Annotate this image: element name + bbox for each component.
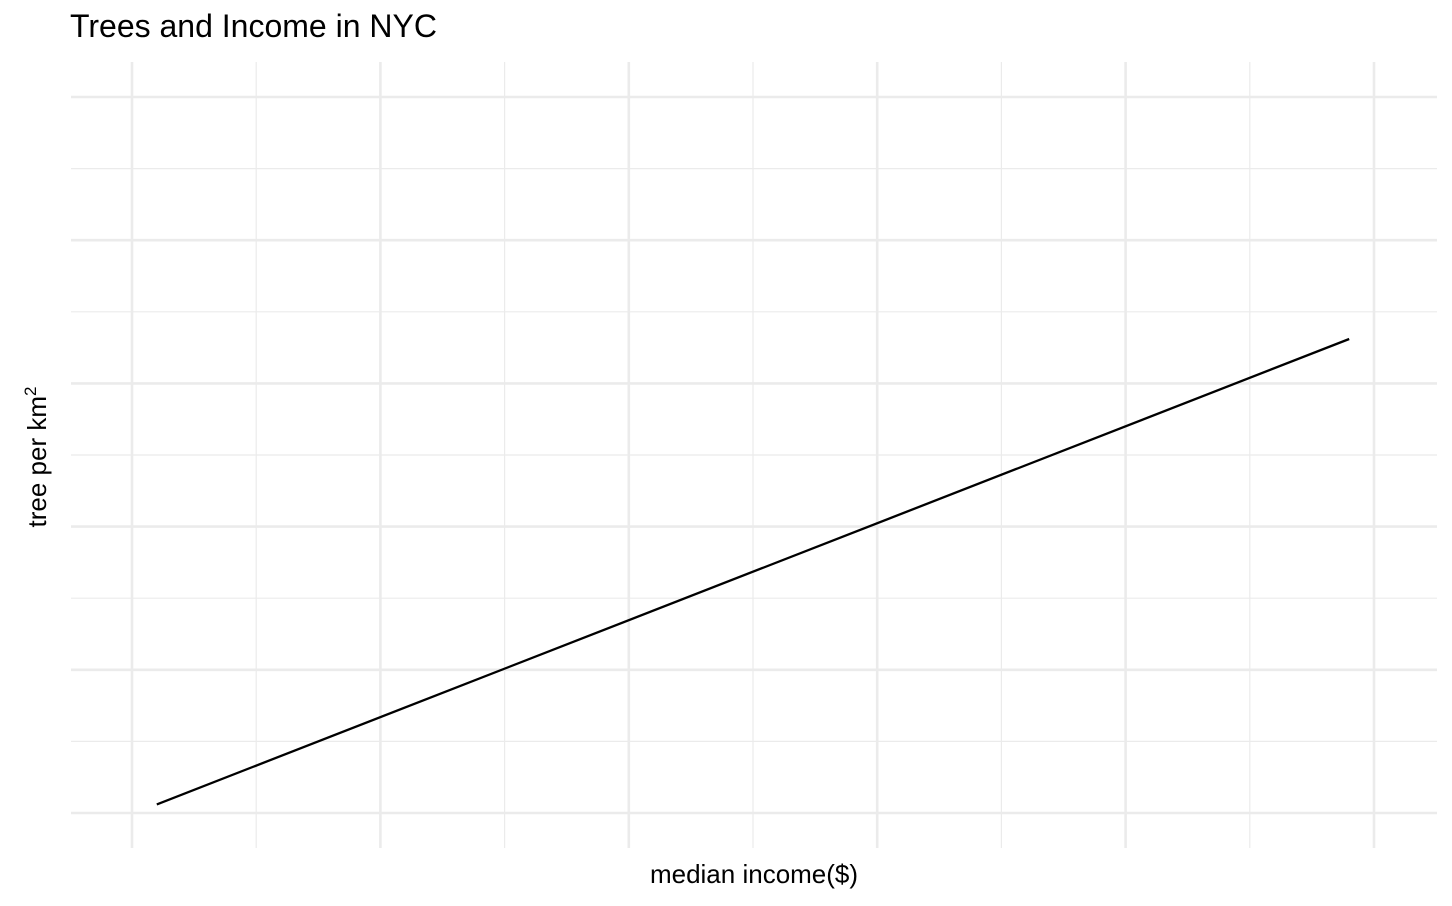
series-layer bbox=[156, 337, 1350, 806]
y-axis-label-superscript: 2 bbox=[21, 386, 40, 396]
y-axis-label-text: tree per km bbox=[22, 395, 52, 528]
x-axis-label-text: median income($) bbox=[649, 859, 859, 889]
major-gridlines bbox=[71, 62, 1437, 848]
series-line-0 bbox=[156, 337, 1350, 806]
y-axis-label: tree per km2 bbox=[21, 387, 53, 528]
chart-title: Trees and Income in NYC bbox=[70, 8, 437, 44]
minor-gridlines bbox=[71, 62, 1437, 848]
x-axis-label: median income($) bbox=[0, 859, 1452, 890]
